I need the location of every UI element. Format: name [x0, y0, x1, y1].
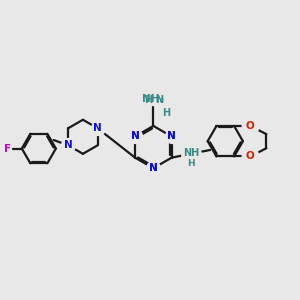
Text: N: N	[93, 123, 102, 133]
Text: N: N	[131, 131, 140, 142]
Text: O: O	[246, 121, 255, 131]
Text: NH₂: NH₂	[142, 94, 164, 104]
Text: N: N	[167, 131, 176, 142]
Text: N: N	[155, 95, 163, 105]
Text: H: H	[144, 95, 152, 105]
Text: N: N	[64, 140, 73, 150]
Text: H: H	[162, 108, 170, 118]
Text: N: N	[131, 131, 140, 142]
Text: N: N	[167, 131, 176, 142]
Text: F: F	[4, 143, 12, 154]
Text: H: H	[187, 159, 195, 168]
Text: N: N	[149, 163, 158, 173]
Text: N: N	[149, 163, 158, 173]
Text: NH: NH	[183, 148, 199, 158]
Text: O: O	[246, 152, 255, 161]
